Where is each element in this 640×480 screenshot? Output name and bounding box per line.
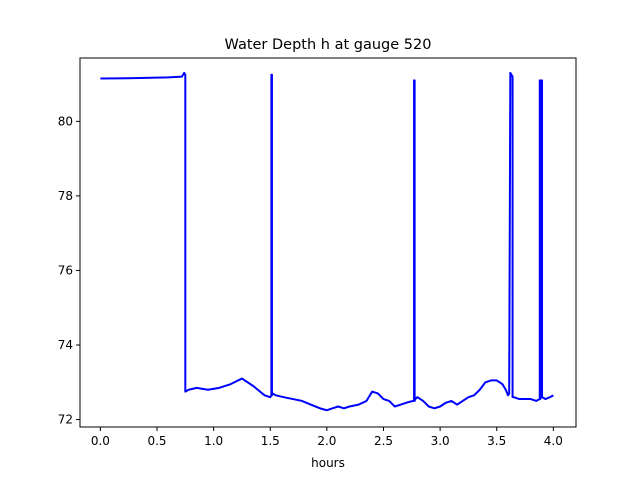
y-tick-label: 74 [58,338,73,352]
x-tick-label: 4.0 [544,434,563,448]
x-axis: 0.0 0.5 1.0 1.5 2.0 2.5 3.0 3.5 4.0 [91,427,563,448]
x-axis-label: hours [311,456,345,470]
y-tick-label: 78 [58,189,73,203]
chart-title: Water Depth h at gauge 520 [225,37,432,53]
plot-area [100,71,554,412]
x-tick-label: 1.5 [261,434,280,448]
y-tick-label: 76 [58,263,73,277]
series-line-1 [100,71,554,412]
plot-frame [79,57,577,428]
x-tick-label: 3.0 [431,434,450,448]
y-axis: 72 74 76 78 80 [58,114,80,427]
x-tick-label: 3.5 [487,434,506,448]
x-tick-label: 0.5 [147,434,166,448]
x-tick-label: 2.0 [317,434,336,448]
y-tick-label: 72 [58,413,73,427]
x-tick-label: 2.5 [374,434,393,448]
x-tick-label: 1.0 [204,434,223,448]
y-tick-label: 80 [58,114,73,128]
x-tick-label: 0.0 [91,434,110,448]
